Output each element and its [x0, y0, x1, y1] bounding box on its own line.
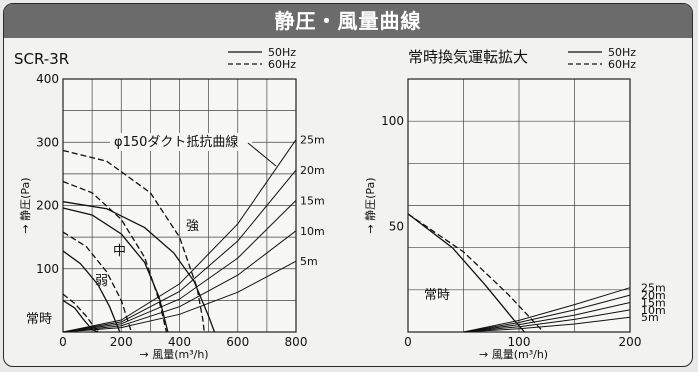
duct-curve-15m — [62, 200, 297, 333]
duct-curve-15m — [463, 302, 631, 333]
legend-label: 50Hz — [608, 46, 636, 59]
duct-curve-25m — [463, 287, 631, 333]
duct-label-5m: 5m — [641, 311, 659, 324]
fan-curve-中-60Hz — [62, 180, 168, 333]
y-tick-label: 50 — [389, 220, 404, 234]
y-tick-label: 100 — [36, 262, 59, 276]
x-tick-label: 600 — [226, 335, 249, 349]
duct-label-5m: 5m — [300, 255, 318, 268]
legend-label: 60Hz — [268, 58, 296, 71]
chart-title: 常時換気運転拡大 — [408, 48, 528, 66]
mode-label-強: 強 — [186, 219, 199, 234]
fan-curve-中-50Hz — [62, 207, 169, 333]
duct-curve-5m — [62, 260, 297, 333]
duct-label-20m: 20m — [641, 289, 666, 302]
duct-curve-25m — [62, 139, 297, 333]
duct-label-10m: 10m — [641, 304, 666, 317]
mode-label-中: 中 — [113, 244, 126, 259]
y-tick-label: 300 — [36, 135, 59, 149]
x-axis-label: → 風量(m³/h) — [140, 348, 209, 361]
fan-curve-弱-50Hz — [62, 250, 121, 333]
mode-label-常時: 常時 — [26, 312, 52, 327]
duct-annotation-arrow — [247, 142, 277, 167]
y-tick-label: 200 — [36, 199, 59, 213]
legend-label: 60Hz — [608, 58, 636, 71]
x-tick-label: 800 — [285, 335, 308, 349]
fan-curve-弱-60Hz — [62, 231, 133, 333]
x-tick-label: 400 — [168, 335, 191, 349]
mode-label-常時: 常時 — [424, 288, 450, 303]
y-axis-label: → 静圧(Pa) — [363, 177, 377, 233]
x-axis-label: → 風量(m³/h) — [479, 348, 548, 361]
duct-curve-5m — [463, 316, 631, 333]
fan-curve-強-50Hz — [62, 201, 216, 333]
mode-label-弱: 弱 — [95, 274, 108, 289]
duct-curve-20m — [62, 169, 297, 333]
duct-annotation-bg — [110, 133, 252, 151]
duct-label-10m: 10m — [300, 225, 325, 238]
y-axis-label: → 静圧(Pa) — [18, 177, 32, 233]
fan-curve-常時-50Hz — [407, 213, 525, 333]
fan-curve-常時-50Hz — [62, 299, 99, 333]
legend-label: 50Hz — [268, 46, 296, 59]
x-tick-label: 100 — [508, 335, 531, 349]
y-tick-label: 400 — [36, 72, 59, 86]
plot-border — [62, 78, 297, 333]
duct-curve-10m — [62, 230, 297, 333]
duct-label-15m: 15m — [641, 296, 666, 309]
fan-curve-常時-60Hz — [407, 213, 544, 333]
duct-label-15m: 15m — [300, 194, 325, 207]
duct-curve-10m — [463, 309, 631, 333]
x-tick-label: 0 — [404, 335, 412, 349]
fan-curve-強-60Hz — [62, 149, 205, 333]
duct-label-20m: 20m — [300, 164, 325, 177]
chart-title: SCR-3R — [14, 50, 69, 68]
duct-label-25m: 25m — [300, 134, 325, 147]
page-title: 静圧・風量曲線 — [4, 4, 692, 38]
y-tick-label: 100 — [381, 114, 404, 128]
duct-label-25m: 25m — [641, 282, 666, 295]
duct-annotation: φ150ダクト抵抗曲線 — [114, 134, 238, 150]
x-tick-label: 200 — [619, 335, 642, 349]
duct-curve-20m — [463, 294, 631, 333]
x-tick-label: 0 — [59, 335, 67, 349]
x-tick-label: 200 — [110, 335, 133, 349]
fan-curve-常時-60Hz — [62, 293, 102, 333]
plot-border — [407, 78, 631, 333]
